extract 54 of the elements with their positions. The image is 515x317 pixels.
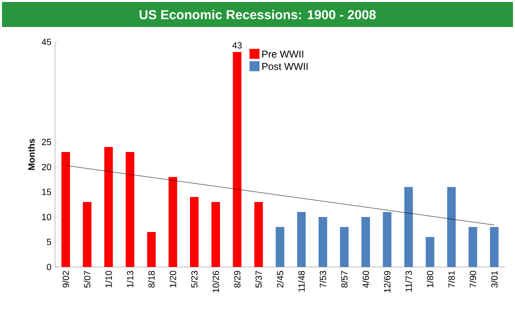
x-tick-label: 2/45 bbox=[276, 270, 284, 288]
legend-label: Pre WWII bbox=[262, 50, 304, 58]
bar bbox=[340, 227, 349, 267]
bar bbox=[447, 187, 456, 267]
x-tick-label: 1/13 bbox=[126, 270, 134, 288]
bar bbox=[104, 147, 113, 267]
bar bbox=[61, 152, 70, 267]
bar bbox=[297, 212, 306, 267]
bar bbox=[147, 232, 156, 267]
chart-title: US Economic Recessions: 1900 - 2008 bbox=[140, 10, 376, 20]
y-tick-label: 20 bbox=[42, 164, 52, 170]
x-tick-label: 4/60 bbox=[362, 270, 370, 288]
bar bbox=[126, 152, 134, 267]
y-tick-label: 25 bbox=[42, 138, 52, 146]
x-tick-label: 8/18 bbox=[148, 270, 155, 288]
x-tick-label: 5/37 bbox=[255, 270, 262, 288]
bar bbox=[232, 52, 242, 267]
y-tick-label: 45 bbox=[42, 38, 52, 46]
x-tick-label: 8/57 bbox=[341, 270, 348, 288]
bar bbox=[82, 202, 92, 267]
bar bbox=[190, 197, 199, 267]
bar bbox=[318, 217, 328, 267]
x-tick-label: 7/81 bbox=[448, 270, 455, 288]
y-tick-label: 10 bbox=[42, 214, 52, 220]
x-tick-label: 1/80 bbox=[426, 270, 434, 288]
bar bbox=[490, 227, 499, 267]
y-tick-label: 0 bbox=[46, 264, 52, 270]
bar bbox=[426, 237, 434, 267]
x-tick-label: 1/10 bbox=[105, 270, 112, 288]
bar bbox=[254, 202, 263, 267]
legend-label: Post WWII bbox=[262, 63, 308, 70]
bar bbox=[211, 202, 220, 267]
x-tick-label: 1/20 bbox=[170, 270, 176, 288]
bar bbox=[382, 212, 392, 267]
x-tick-label: 7/90 bbox=[470, 270, 476, 288]
x-tick-label: 7/53 bbox=[320, 270, 326, 288]
y-tick-label: 15 bbox=[42, 188, 52, 196]
bar bbox=[468, 227, 478, 267]
y-tick-label: 5 bbox=[46, 238, 52, 246]
x-tick-label: 11/73 bbox=[405, 270, 412, 292]
x-tick-label: 5/23 bbox=[190, 270, 198, 288]
x-tick-label: 12/69 bbox=[384, 270, 390, 292]
x-tick-label: 11/48 bbox=[298, 270, 305, 292]
bar bbox=[168, 177, 178, 267]
bar bbox=[276, 227, 284, 267]
y-axis-title: Months bbox=[28, 138, 35, 170]
x-tick-label: 10/26 bbox=[212, 270, 220, 292]
x-tick-label: 3/01 bbox=[491, 270, 498, 288]
data-label: 43 bbox=[232, 42, 242, 48]
x-tick-label: 5/07 bbox=[84, 270, 90, 288]
x-tick-label: 8/29 bbox=[234, 270, 240, 288]
bar bbox=[361, 217, 370, 267]
x-tick-label: 9/02 bbox=[62, 270, 70, 288]
bar bbox=[404, 187, 413, 267]
